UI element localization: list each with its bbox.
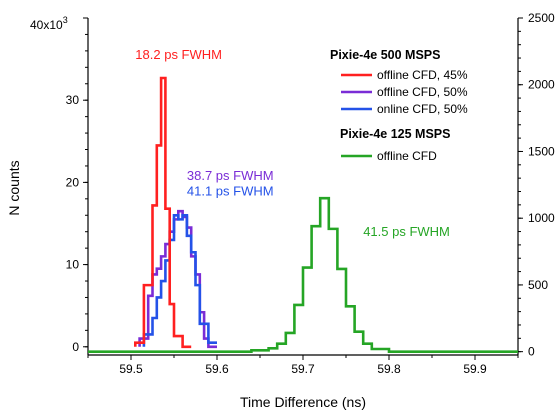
fwhm-annotation: 41.1 ps FWHM bbox=[187, 184, 274, 199]
legend-group1-title: Pixie-4e 500 MSPS bbox=[330, 48, 440, 62]
left-y-tick-label: 20 bbox=[66, 175, 80, 189]
fwhm-annotation: 38.7 ps FWHM bbox=[187, 168, 274, 183]
legend-group2-title: Pixie-4e 125 MSPS bbox=[340, 127, 450, 141]
y-multiplier-label: 40x103 bbox=[30, 15, 68, 32]
series-layer bbox=[88, 76, 518, 353]
fwhm-annotation: 41.5 ps FWHM bbox=[363, 224, 450, 239]
x-tick-label: 59.6 bbox=[205, 362, 229, 376]
left-y-axis-ticks: 0 10 20 30 bbox=[66, 17, 88, 354]
series-2-line bbox=[142, 213, 217, 347]
x-tick-label: 59.5 bbox=[119, 362, 143, 376]
fwhm-annotation: 18.2 ps FWHM bbox=[135, 47, 222, 62]
left-y-tick-label: 30 bbox=[66, 93, 80, 107]
right-y-tick-label: 1000 bbox=[528, 211, 555, 225]
y-axis-title: N counts bbox=[6, 160, 22, 215]
x-axis-title: Time Difference (ns) bbox=[240, 394, 366, 410]
left-y-tick-label: 0 bbox=[72, 340, 79, 354]
right-y-tick-label: 0 bbox=[528, 345, 535, 359]
series-3-line bbox=[88, 196, 518, 353]
legend-label: offline CFD bbox=[377, 149, 437, 163]
x-axis-ticks: 59.5 59.6 59.7 59.8 59.9 bbox=[87, 355, 519, 376]
legend-label: offline CFD, 45% bbox=[377, 68, 468, 82]
legend-label: online CFD, 50% bbox=[377, 102, 468, 116]
right-y-tick-label: 500 bbox=[528, 278, 548, 292]
right-y-axis-ticks: 0 500 1000 1500 2000 2500 bbox=[518, 11, 555, 359]
legend-label: offline CFD, 50% bbox=[377, 85, 468, 99]
right-y-tick-label: 2000 bbox=[528, 78, 555, 92]
x-tick-label: 59.8 bbox=[377, 362, 401, 376]
right-y-tick-label: 2500 bbox=[528, 11, 555, 25]
series-0-line bbox=[134, 76, 192, 349]
x-tick-label: 59.9 bbox=[463, 362, 487, 376]
left-y-tick-label: 10 bbox=[66, 258, 80, 272]
right-y-tick-label: 1500 bbox=[528, 144, 555, 158]
legend: Pixie-4e 500 MSPS offline CFD, 45%offlin… bbox=[330, 48, 468, 163]
x-tick-label: 59.7 bbox=[291, 362, 315, 376]
legend-items: offline CFD, 45% offline CFD, 50% online C… bbox=[341, 68, 468, 163]
